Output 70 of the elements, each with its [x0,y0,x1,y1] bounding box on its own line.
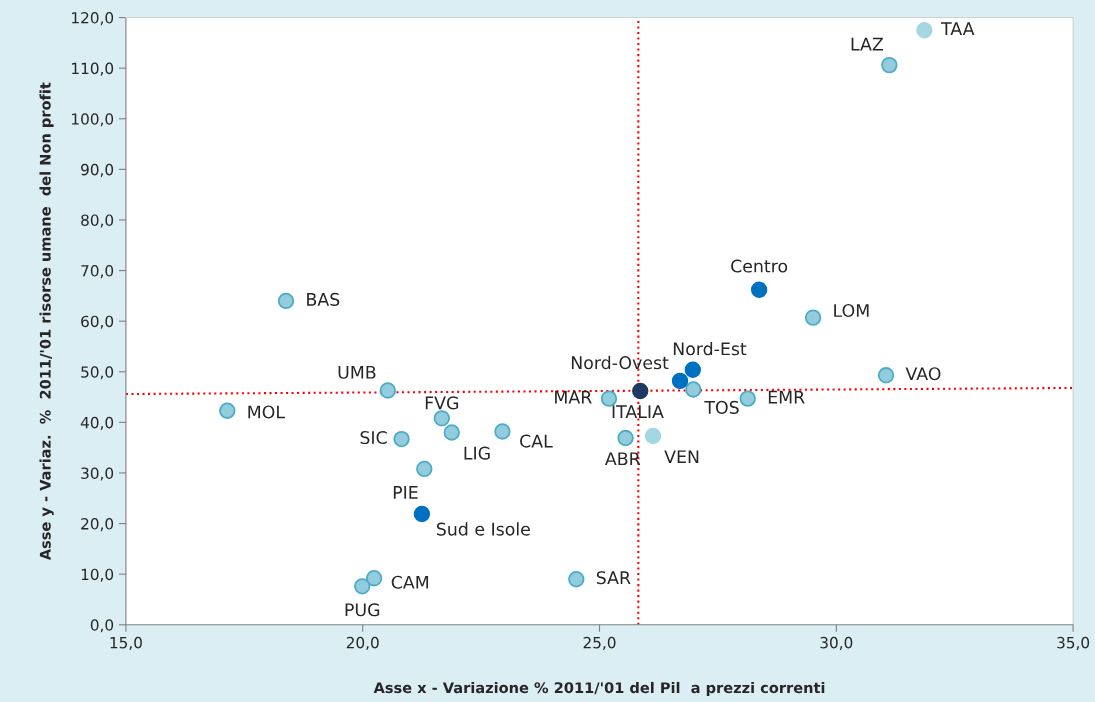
annotation: Nord-Ovest [571,355,669,370]
y-tick-label: 20,0 [81,518,114,532]
x-tick-label: 15,0 [110,636,142,650]
annotation: SAR [596,571,631,585]
point [354,578,371,595]
annotation: UMB [338,365,376,379]
annotation: Nord-Est [673,341,747,356]
annotation: PUG [345,603,380,617]
annotation: PIE [393,486,418,499]
annotation: EMR [768,390,805,404]
annotation: LIG [464,446,490,460]
point [881,56,898,74]
annotation: LOM [834,303,869,318]
y-tick-label: 100,0 [72,113,114,127]
point [877,367,895,384]
point [494,423,511,440]
annotation: BAS [307,292,340,306]
annotation: LAZ [851,37,884,51]
point [644,427,662,445]
annotation: CAM [391,575,429,589]
point [916,22,933,39]
annotation: SIC [360,430,387,445]
point [416,460,433,478]
x-tick-label: 25,0 [583,636,616,650]
y-tick-label: 10,0 [81,568,114,582]
point [684,361,701,378]
point [393,430,410,448]
point [365,570,383,587]
annotation: VEN [664,450,699,464]
point [804,309,822,326]
point [277,292,295,310]
point [685,381,702,398]
point [379,382,397,399]
point [219,402,236,419]
y-tick-label: 90,0 [81,163,114,177]
x-axis-title: Asse x - Variazione % 2011/'01 del Pil a prezzi correnti [373,681,825,697]
point [433,410,450,427]
point [600,390,618,407]
y-tick-label: 80,0 [81,214,114,228]
x-tick-label: 30,0 [820,636,853,650]
point [413,505,431,523]
point [617,429,634,447]
annotation: MAR [555,390,592,404]
y-tick-label: 50,0 [81,366,114,380]
y-tick-label: 120,0 [72,12,114,26]
point [671,372,689,390]
annotation: Sud e Isole [436,522,530,536]
x-tick-label: 35,0 [1057,636,1090,650]
annotation: MOL [248,405,285,419]
annotation: Centro [731,259,788,273]
point [750,281,768,298]
y-tick-label: 40,0 [80,416,114,430]
y-tick-label: 0,0 [90,619,114,633]
annotation: FVG [425,396,459,410]
annotation: CAL [520,434,553,448]
y-tick-label: 60,0 [81,315,114,329]
annotation: ABR [604,452,641,466]
point [739,390,756,407]
y-axis-title: Asse y - Variaz. % 2011/'01 risorse umane del Non profit [39,82,54,561]
y-tick-label: 110,0 [72,62,114,76]
y-tick-label: 70,0 [81,265,114,279]
point [632,382,649,400]
y-tick-label: 30,0 [81,467,114,481]
annotation: TOS [704,400,739,414]
annotation: ITALIA [612,405,664,419]
x-tick-label: 20,0 [346,636,379,650]
point [568,571,585,588]
annotation: TAA [941,22,975,35]
annotation: VAO [905,367,941,381]
point [443,424,460,441]
